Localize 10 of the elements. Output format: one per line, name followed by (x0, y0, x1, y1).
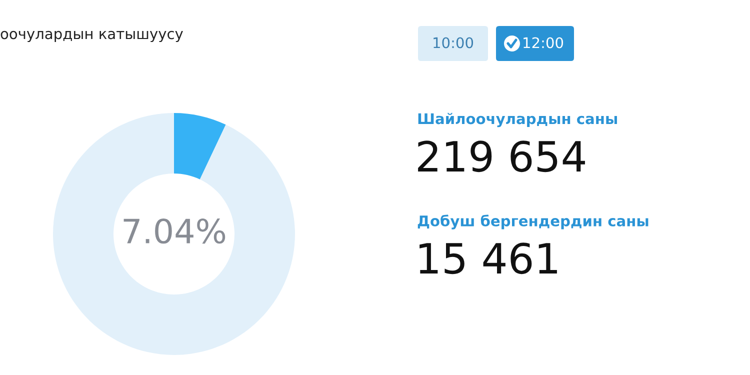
donut-slice (53, 113, 295, 355)
donut-slice (174, 113, 226, 180)
text: 219 654 (418, 140, 585, 172)
data-label: 7.04% (124, 218, 226, 244)
text: Шайлоочулардын саны (418, 112, 617, 128)
chart-title: оочулардын катышуусу (0, 30, 183, 42)
text: 10:00 (434, 37, 474, 48)
text: Добуш бергендердин саны (418, 214, 648, 230)
text: 15 461 (420, 242, 557, 274)
text: 12:00 (524, 37, 564, 48)
